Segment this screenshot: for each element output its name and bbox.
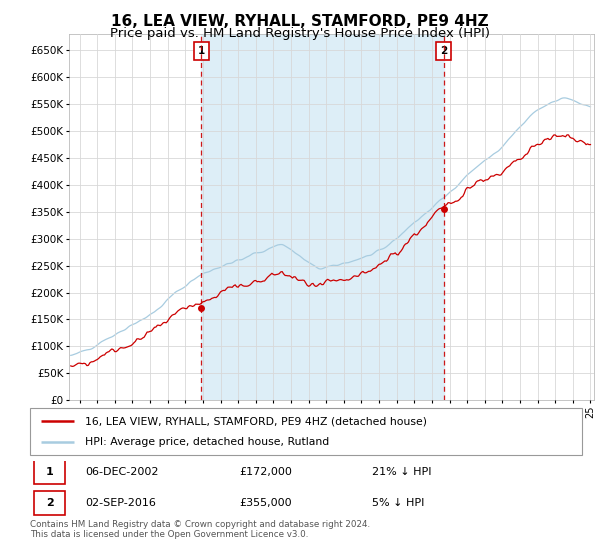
Text: Contains HM Land Registry data © Crown copyright and database right 2024.
This d: Contains HM Land Registry data © Crown c…	[30, 520, 370, 539]
Text: 16, LEA VIEW, RYHALL, STAMFORD, PE9 4HZ: 16, LEA VIEW, RYHALL, STAMFORD, PE9 4HZ	[111, 14, 489, 29]
Text: 1: 1	[198, 46, 205, 56]
Text: 2: 2	[46, 498, 53, 508]
Text: 02-SEP-2016: 02-SEP-2016	[85, 498, 156, 508]
Text: £172,000: £172,000	[240, 467, 293, 477]
Bar	[202, 34, 444, 400]
Text: 5% ↓ HPI: 5% ↓ HPI	[372, 498, 425, 508]
Text: £355,000: £355,000	[240, 498, 292, 508]
FancyBboxPatch shape	[34, 460, 65, 484]
FancyBboxPatch shape	[34, 491, 65, 515]
Text: HPI: Average price, detached house, Rutland: HPI: Average price, detached house, Rutl…	[85, 437, 329, 447]
FancyBboxPatch shape	[30, 408, 582, 455]
Text: 1: 1	[46, 467, 53, 477]
Text: Price paid vs. HM Land Registry's House Price Index (HPI): Price paid vs. HM Land Registry's House …	[110, 27, 490, 40]
Text: 16, LEA VIEW, RYHALL, STAMFORD, PE9 4HZ (detached house): 16, LEA VIEW, RYHALL, STAMFORD, PE9 4HZ …	[85, 416, 427, 426]
Text: 21% ↓ HPI: 21% ↓ HPI	[372, 467, 432, 477]
Text: 2: 2	[440, 46, 448, 56]
Text: 06-DEC-2002: 06-DEC-2002	[85, 467, 158, 477]
